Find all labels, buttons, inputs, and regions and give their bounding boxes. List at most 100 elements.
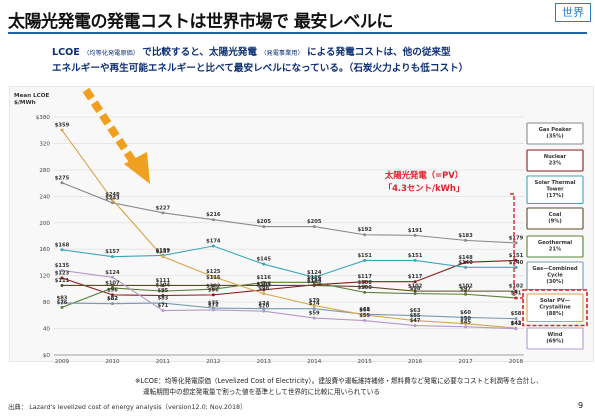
y-axis-label: Mean LCOE — [14, 93, 49, 99]
legend-label: Solar PV— — [540, 298, 570, 304]
y-tick-label: 200 — [39, 221, 50, 227]
data-label: $97 — [460, 287, 471, 293]
data-label: $75 — [208, 301, 219, 307]
series-point — [110, 201, 114, 205]
series-point — [514, 289, 518, 293]
source-note: 出典： Lazard's levelized cost of energy an… — [8, 403, 247, 411]
legend-label: Cycle — [547, 273, 563, 279]
series-point — [363, 258, 367, 262]
legend-label: 23% — [549, 161, 562, 167]
series-point — [464, 289, 468, 293]
data-label: $227 — [156, 205, 171, 211]
legend-highlight-box — [522, 289, 588, 327]
series-point — [262, 309, 266, 313]
footnote: ※LCOE：均等化発電原価（Levelized Cost of Electric… — [135, 376, 543, 398]
series-point — [413, 280, 417, 284]
series-point — [413, 324, 417, 328]
series-point — [312, 225, 316, 229]
body-line-1-small2: （発電事業用） — [260, 50, 304, 57]
series-point — [60, 128, 64, 132]
series-point — [262, 292, 266, 296]
data-label: $117 — [408, 274, 423, 280]
series-point — [110, 286, 114, 290]
data-label: $91 — [511, 291, 522, 297]
legend-box — [526, 235, 584, 258]
series-point — [60, 268, 64, 272]
data-label: $124 — [307, 270, 322, 276]
y-tick-label: $0 — [43, 353, 51, 359]
series-point — [363, 319, 367, 323]
series-point — [413, 289, 417, 293]
data-label: $55 — [410, 313, 421, 319]
x-tick-label: 2013 — [257, 359, 272, 365]
data-label: $179 — [509, 235, 524, 241]
data-label: $70 — [258, 304, 269, 310]
data-label: $83 — [57, 296, 68, 302]
series-point — [161, 301, 165, 305]
series-point — [312, 316, 316, 320]
y-tick-label: 280 — [39, 168, 50, 174]
x-tick-label: 2011 — [156, 359, 171, 365]
data-label: $102 — [458, 284, 473, 290]
data-label: $123 — [55, 270, 70, 276]
series-point — [464, 260, 468, 264]
data-label: $76 — [57, 300, 68, 306]
series-point — [161, 283, 165, 287]
data-label: $60 — [460, 310, 471, 316]
series-point — [211, 308, 215, 312]
series-point — [211, 287, 215, 291]
y-tick-label: 160 — [39, 247, 50, 253]
series-point — [110, 302, 114, 306]
data-label: $174 — [206, 239, 221, 245]
series-line — [61, 281, 517, 308]
data-label: $111 — [55, 278, 70, 284]
data-label: $148 — [458, 255, 473, 261]
series-point — [413, 314, 417, 318]
data-label: $108 — [357, 280, 372, 286]
title-underline — [8, 32, 587, 34]
chart-grid — [54, 116, 524, 356]
data-label: $102 — [408, 284, 423, 290]
data-label: $96 — [208, 287, 219, 293]
legend-label: (88%) — [546, 311, 563, 317]
data-label: $116 — [257, 275, 272, 281]
data-label: $157 — [105, 249, 120, 255]
series-point — [110, 283, 114, 287]
series-point — [262, 280, 266, 284]
data-label: $98 — [410, 286, 421, 292]
series-point — [312, 283, 316, 287]
data-label: $59 — [309, 311, 320, 317]
data-label: $100 — [357, 285, 372, 291]
series-point — [262, 225, 266, 229]
data-label: $82 — [107, 296, 118, 302]
series-point — [110, 255, 114, 259]
data-label: $74 — [258, 301, 269, 307]
legend-label: (35%) — [546, 134, 563, 140]
legend-label: Gas Peaker — [539, 127, 572, 133]
series-point — [262, 283, 266, 287]
series-point — [60, 301, 64, 305]
data-label: $105 — [257, 282, 272, 288]
series-point — [60, 283, 64, 287]
legend-label: Wind — [548, 332, 563, 338]
series-point — [60, 248, 64, 252]
series-point — [413, 319, 417, 323]
series-point — [464, 238, 468, 242]
data-label: $111 — [156, 278, 171, 284]
data-label: $205 — [307, 219, 322, 225]
legend-label: Crystalline — [539, 305, 571, 311]
data-label: $104 — [257, 282, 272, 288]
x-tick-label: 2016 — [408, 359, 423, 365]
series-line — [62, 284, 516, 292]
data-label: $109 — [307, 279, 322, 285]
data-label: $82 — [107, 296, 118, 302]
legend-label: Solar Thermal — [535, 180, 576, 186]
x-tick-label: 2017 — [458, 359, 473, 365]
series-point — [110, 198, 114, 202]
data-label: $95 — [157, 288, 168, 294]
data-label: $159 — [156, 248, 171, 254]
page-title: 太陽光発電の発電コストは世界市場で 最安レベルに — [8, 12, 393, 32]
data-label: $216 — [206, 212, 221, 218]
legend-label: Geothermal — [538, 240, 572, 246]
trend-arrow-shaft — [82, 87, 140, 169]
